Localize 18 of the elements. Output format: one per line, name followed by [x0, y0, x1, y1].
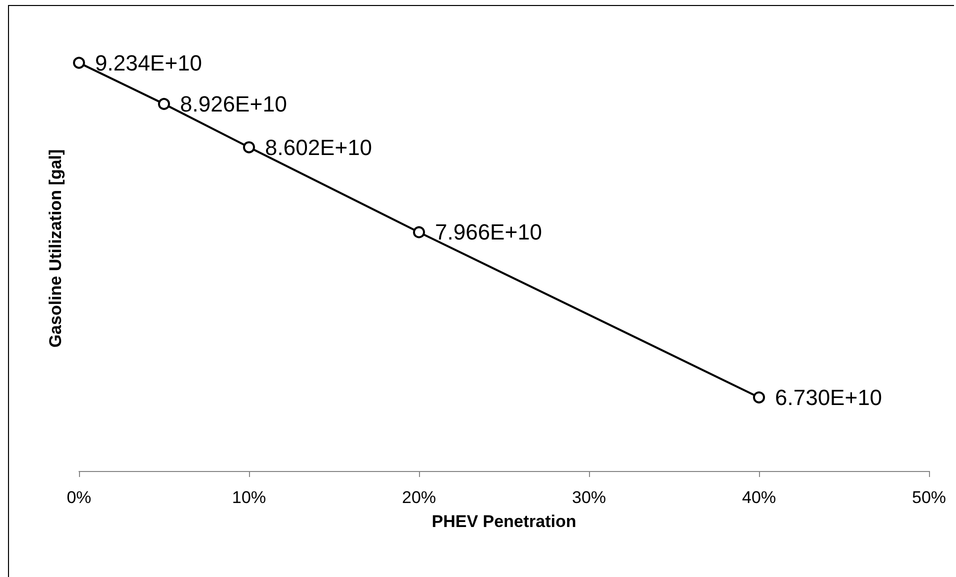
x-axis-title: PHEV Penetration — [432, 512, 576, 531]
point — [753, 391, 765, 404]
data-label: 8.926E+10 — [180, 91, 288, 116]
x-tick-label: 20% — [402, 488, 436, 507]
data-label: 8.602E+10 — [265, 134, 372, 160]
point — [73, 56, 85, 69]
data-label: 7.966E+10 — [435, 220, 542, 245]
data-label: 9.234E+10 — [95, 50, 202, 76]
point — [413, 226, 425, 238]
x-tick-label: 50% — [912, 488, 946, 507]
x-tick-label: 30% — [572, 488, 606, 507]
x-tick-label: 40% — [742, 488, 776, 507]
x-tick-label: 10% — [232, 488, 266, 507]
y-axis-title: Gasoline Utilization [gal] — [46, 149, 65, 348]
data-label: 6.730E+10 — [775, 384, 882, 410]
point — [158, 98, 170, 110]
x-tick-label: 0% — [66, 488, 92, 507]
point — [243, 141, 255, 154]
